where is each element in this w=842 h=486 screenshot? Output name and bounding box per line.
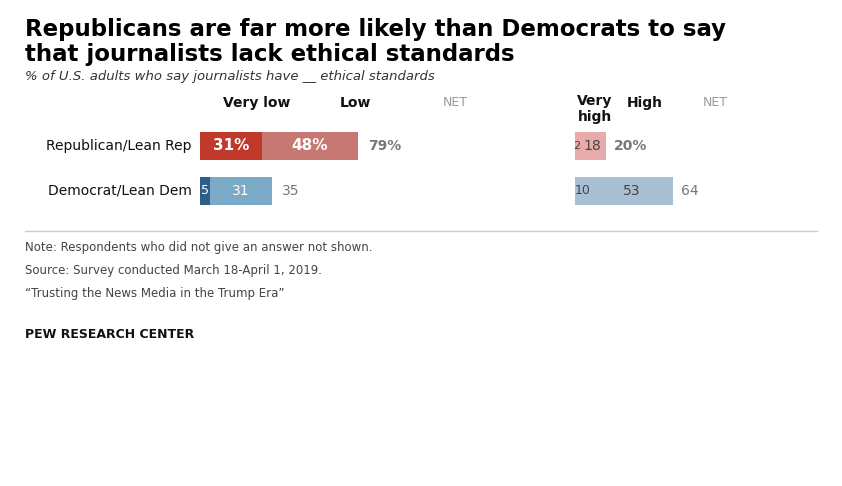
Text: % of U.S. adults who say journalists have __ ethical standards: % of U.S. adults who say journalists hav… <box>25 70 434 83</box>
Text: 18: 18 <box>584 139 601 153</box>
Text: Republican/Lean Rep: Republican/Lean Rep <box>46 139 192 153</box>
Text: 31%: 31% <box>213 139 249 154</box>
Text: 5: 5 <box>201 185 209 197</box>
Text: Very low: Very low <box>223 96 290 110</box>
Text: Low: Low <box>339 96 370 110</box>
Bar <box>590 177 673 205</box>
Text: that journalists lack ethical standards: that journalists lack ethical standards <box>25 43 514 66</box>
Bar <box>200 132 262 160</box>
Bar <box>200 177 210 205</box>
Text: Republicans are far more likely than Democrats to say: Republicans are far more likely than Dem… <box>25 18 726 41</box>
Text: 31: 31 <box>232 184 250 198</box>
Bar <box>578 132 606 160</box>
Bar <box>262 132 358 160</box>
Text: PEW RESEARCH CENTER: PEW RESEARCH CENTER <box>25 328 195 341</box>
Bar <box>210 177 272 205</box>
Bar <box>575 177 590 205</box>
Text: 48%: 48% <box>291 139 328 154</box>
Text: NET: NET <box>702 96 727 109</box>
Text: 20%: 20% <box>614 139 647 153</box>
Text: Very: Very <box>578 94 613 108</box>
Text: 79%: 79% <box>368 139 402 153</box>
Text: “Trusting the News Media in the Trump Era”: “Trusting the News Media in the Trump Er… <box>25 287 285 300</box>
Text: 64: 64 <box>680 184 698 198</box>
Text: high: high <box>578 110 612 124</box>
Text: 10: 10 <box>575 185 591 197</box>
Text: 2: 2 <box>573 141 580 151</box>
Text: 53: 53 <box>623 184 640 198</box>
Text: Note: Respondents who did not give an answer not shown.: Note: Respondents who did not give an an… <box>25 241 372 254</box>
Text: High: High <box>627 96 663 110</box>
Bar <box>575 132 578 160</box>
Text: Source: Survey conducted March 18-April 1, 2019.: Source: Survey conducted March 18-April … <box>25 264 322 277</box>
Text: NET: NET <box>443 96 467 109</box>
Text: 35: 35 <box>282 184 300 198</box>
Text: Democrat/Lean Dem: Democrat/Lean Dem <box>48 184 192 198</box>
